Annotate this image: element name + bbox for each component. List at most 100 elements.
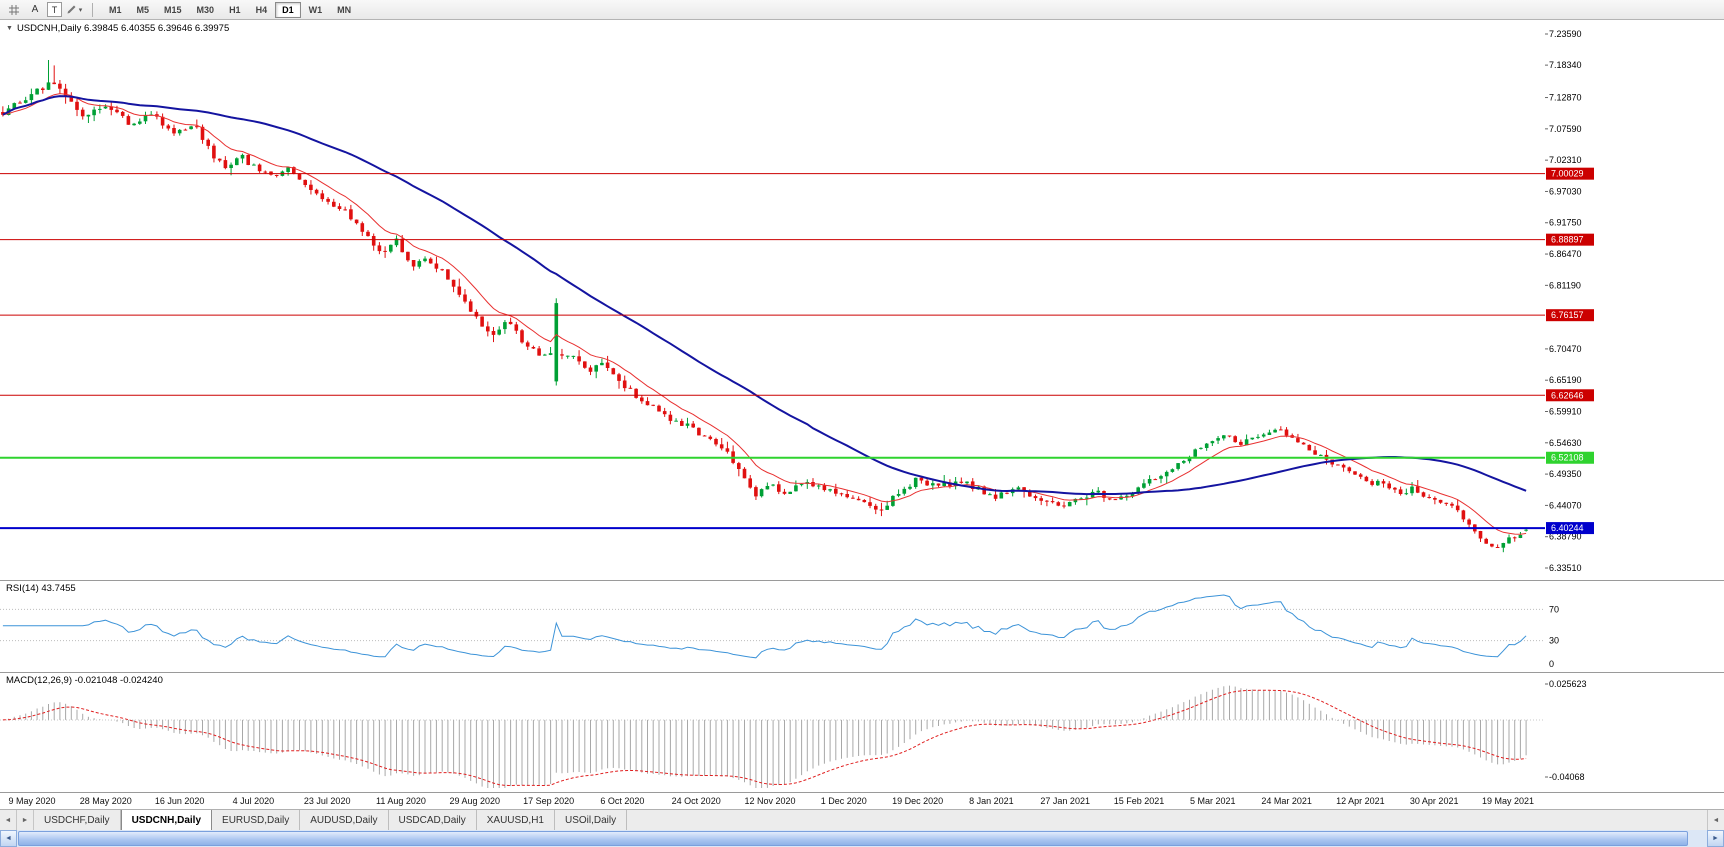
chart-title-text: USDCNH,Daily 6.39845 6.40355 6.39646 6.3… <box>16 23 230 34</box>
date-label: 24 Mar 2021 <box>1261 796 1312 806</box>
macd-signal-line <box>2 689 1527 787</box>
timeframe-buttons: M1 M5 M15 M30 H1 H4 D1 W1 MN <box>102 1 358 18</box>
date-label: 28 May 2020 <box>79 796 132 806</box>
time-axis[interactable]: 9 May 2020 28 May 2020 16 Jun 2020 4 Jul 20… <box>0 792 1724 809</box>
rsi-levels: 70 30 0 <box>0 604 1559 669</box>
timeframe-m30-button[interactable]: M30 <box>196 4 215 15</box>
horizontal-scrollbar[interactable]: ◄ ► <box>0 830 1724 847</box>
timeframe-d1-button[interactable]: D1 <box>275 1 301 18</box>
price-axis: 7.23590 7.18340 7.12870 7.07590 7.02310 6.970… <box>1545 29 1582 573</box>
timeframe-m15-button[interactable]: M15 <box>164 4 182 15</box>
svg-text:7.23590: 7.23590 <box>1549 29 1582 39</box>
tab-xauusd-h1[interactable]: XAUUSD,H1 <box>477 810 555 830</box>
date-label: 19 Dec 2020 <box>892 796 944 806</box>
svg-text:6.62646: 6.62646 <box>1551 390 1584 400</box>
rsi-line <box>2 594 1527 659</box>
date-label: 12 Nov 2020 <box>744 796 796 806</box>
grid-icon[interactable] <box>5 2 23 18</box>
scrollbar-thumb[interactable] <box>18 831 1688 846</box>
svg-text:6.33510: 6.33510 <box>1549 563 1582 573</box>
date-label: 8 Jan 2021 <box>969 796 1014 806</box>
macd-axis: 0.025623 -0.04068 <box>1545 679 1587 782</box>
tab-overflow-button[interactable]: ◄ <box>1707 810 1724 830</box>
date-label: 17 Sep 2020 <box>523 796 575 806</box>
chart-tabbar: ◄ ► USDCHF,Daily USDCNH,Daily EURUSD,Daily… <box>0 809 1724 830</box>
date-label: 16 Jun 2020 <box>154 796 205 806</box>
tab-usdchf-daily[interactable]: USDCHF,Daily <box>34 810 121 830</box>
date-label: 6 Oct 2020 <box>600 796 645 806</box>
svg-text:6.59910: 6.59910 <box>1549 406 1582 416</box>
candles-layer <box>1 60 1528 553</box>
date-label: 4 Jul 2020 <box>232 796 275 806</box>
tab-usdcad-daily[interactable]: USDCAD,Daily <box>389 810 477 830</box>
timeframe-m5-button[interactable]: M5 <box>136 4 150 15</box>
scroll-left-button[interactable]: ◄ <box>0 830 17 847</box>
date-label: 27 Jan 2021 <box>1040 796 1090 806</box>
svg-text:7.02310: 7.02310 <box>1549 155 1582 165</box>
tab-scroll-right-button[interactable]: ► <box>17 810 34 830</box>
tab-scroll-left-button[interactable]: ◄ <box>0 810 17 830</box>
svg-text:6.54630: 6.54630 <box>1549 438 1582 448</box>
date-label: 15 Feb 2021 <box>1113 796 1165 806</box>
text-tool-button[interactable]: T <box>47 2 62 17</box>
rsi-header: RSI(14) 43.7455 <box>6 583 76 594</box>
svg-text:6.44070: 6.44070 <box>1549 500 1582 510</box>
svg-text:0: 0 <box>1549 659 1554 669</box>
svg-text:6.49350: 6.49350 <box>1549 469 1582 479</box>
timeframe-h1-button[interactable]: H1 <box>229 4 241 15</box>
svg-text:6.91750: 6.91750 <box>1549 218 1582 228</box>
date-label: 11 Aug 2020 <box>376 796 426 806</box>
main-chart-canvas: 7.23590 7.18340 7.12870 7.07590 7.02310 6.970… <box>0 29 1594 573</box>
tab-usoil-daily[interactable]: USOil,Daily <box>555 810 628 830</box>
svg-text:7.12870: 7.12870 <box>1549 93 1582 103</box>
date-label: 23 Jul 2020 <box>303 796 351 806</box>
rsi-canvas: 70 30 0 <box>0 580 1724 669</box>
macd-header-text: MACD(12,26,9) -0.021048 -0.024240 <box>6 675 163 686</box>
svg-text:6.88897: 6.88897 <box>1551 235 1584 245</box>
svg-text:7.07590: 7.07590 <box>1549 124 1582 134</box>
chart-title: ▼ USDCNH,Daily 6.39845 6.40355 6.39646 6… <box>6 23 229 34</box>
svg-text:70: 70 <box>1549 604 1559 614</box>
macd-panel[interactable]: 0.025623 -0.04068 MACD(12,26,9) -0.021048… <box>0 672 1724 792</box>
macd-canvas: 0.025623 -0.04068 <box>0 672 1724 788</box>
timeframe-w1-button[interactable]: W1 <box>308 4 323 15</box>
svg-text:6.52108: 6.52108 <box>1551 453 1584 463</box>
toolbar: A T ▾ M1 M5 M15 M30 H1 H4 D1 W1 MN <box>0 0 1724 20</box>
date-label: 24 Oct 2020 <box>671 796 721 806</box>
svg-text:6.76157: 6.76157 <box>1551 310 1584 320</box>
annotation-a-button[interactable]: A <box>31 4 39 15</box>
svg-text:30: 30 <box>1549 636 1559 646</box>
svg-text:6.81190: 6.81190 <box>1549 280 1581 290</box>
timeframe-h4-button[interactable]: H4 <box>255 4 268 15</box>
svg-text:6.65190: 6.65190 <box>1549 375 1582 385</box>
timeframe-m1-button[interactable]: M1 <box>109 4 122 15</box>
macd-header: MACD(12,26,9) -0.021048 -0.024240 <box>6 675 163 686</box>
tab-eurusd-daily[interactable]: EURUSD,Daily <box>212 810 301 830</box>
collapse-icon[interactable]: ▼ <box>6 25 13 32</box>
svg-text:-0.04068: -0.04068 <box>1549 772 1585 782</box>
rsi-panel[interactable]: 70 30 0 RSI(14) 43.7455 <box>0 580 1724 672</box>
svg-text:0.025623: 0.025623 <box>1549 679 1587 689</box>
toolbar-separator <box>92 2 93 17</box>
date-label: 5 Mar 2021 <box>1190 796 1236 806</box>
svg-text:7.00029: 7.00029 <box>1551 169 1584 179</box>
moving-averages-layer <box>2 93 1527 535</box>
date-label: 30 Apr 2021 <box>1409 796 1459 806</box>
svg-text:6.86470: 6.86470 <box>1549 249 1582 259</box>
date-label: 12 Apr 2021 <box>1336 796 1385 806</box>
timeframe-mn-button[interactable]: MN <box>337 4 352 15</box>
svg-text:7.18340: 7.18340 <box>1549 60 1582 70</box>
svg-text:6.38790: 6.38790 <box>1549 532 1582 542</box>
scroll-right-button[interactable]: ► <box>1707 830 1724 847</box>
hlines-layer: 7.00029 6.88897 6.76157 6.62646 6.52108 6.402… <box>0 167 1594 535</box>
dropdown-arrow-icon: ▾ <box>78 6 83 14</box>
pencil-icon <box>67 5 76 14</box>
draw-tool-button[interactable]: ▾ <box>65 2 83 18</box>
tab-audusd-daily[interactable]: AUDUSD,Daily <box>300 810 389 830</box>
svg-text:6.70470: 6.70470 <box>1549 344 1582 354</box>
main-chart-panel[interactable]: 7.23590 7.18340 7.12870 7.07590 7.02310 6.970… <box>0 20 1724 580</box>
svg-text:6.40244: 6.40244 <box>1551 523 1584 533</box>
date-label: 19 May 2021 <box>1481 796 1535 806</box>
tab-usdcnh-daily[interactable]: USDCNH,Daily <box>120 810 213 830</box>
